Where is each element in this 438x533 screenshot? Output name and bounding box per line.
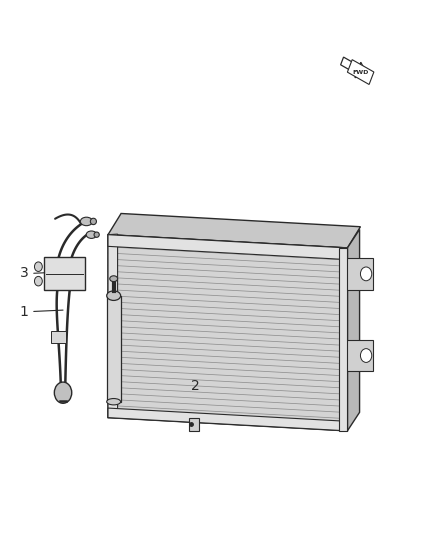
Text: FWD: FWD bbox=[353, 70, 369, 75]
Ellipse shape bbox=[110, 276, 117, 281]
Text: 1: 1 bbox=[20, 304, 28, 319]
Polygon shape bbox=[188, 418, 199, 431]
Polygon shape bbox=[107, 296, 120, 402]
Ellipse shape bbox=[90, 218, 96, 224]
Polygon shape bbox=[108, 214, 360, 248]
Text: 3: 3 bbox=[20, 266, 28, 280]
Ellipse shape bbox=[80, 217, 92, 225]
Ellipse shape bbox=[86, 231, 97, 238]
Polygon shape bbox=[108, 234, 117, 418]
Ellipse shape bbox=[107, 399, 120, 405]
Circle shape bbox=[360, 267, 372, 281]
Polygon shape bbox=[339, 248, 347, 431]
FancyBboxPatch shape bbox=[347, 60, 374, 84]
Polygon shape bbox=[108, 235, 347, 260]
Circle shape bbox=[54, 382, 72, 403]
Polygon shape bbox=[108, 235, 347, 431]
Polygon shape bbox=[44, 257, 85, 290]
Ellipse shape bbox=[94, 232, 99, 237]
Ellipse shape bbox=[107, 291, 120, 301]
Circle shape bbox=[35, 262, 42, 271]
Polygon shape bbox=[108, 408, 347, 431]
Circle shape bbox=[360, 349, 372, 362]
Polygon shape bbox=[51, 330, 67, 343]
Polygon shape bbox=[345, 340, 373, 372]
Polygon shape bbox=[345, 258, 373, 290]
Text: 2: 2 bbox=[191, 379, 199, 393]
Polygon shape bbox=[341, 57, 368, 78]
Polygon shape bbox=[347, 229, 360, 431]
Circle shape bbox=[35, 277, 42, 286]
